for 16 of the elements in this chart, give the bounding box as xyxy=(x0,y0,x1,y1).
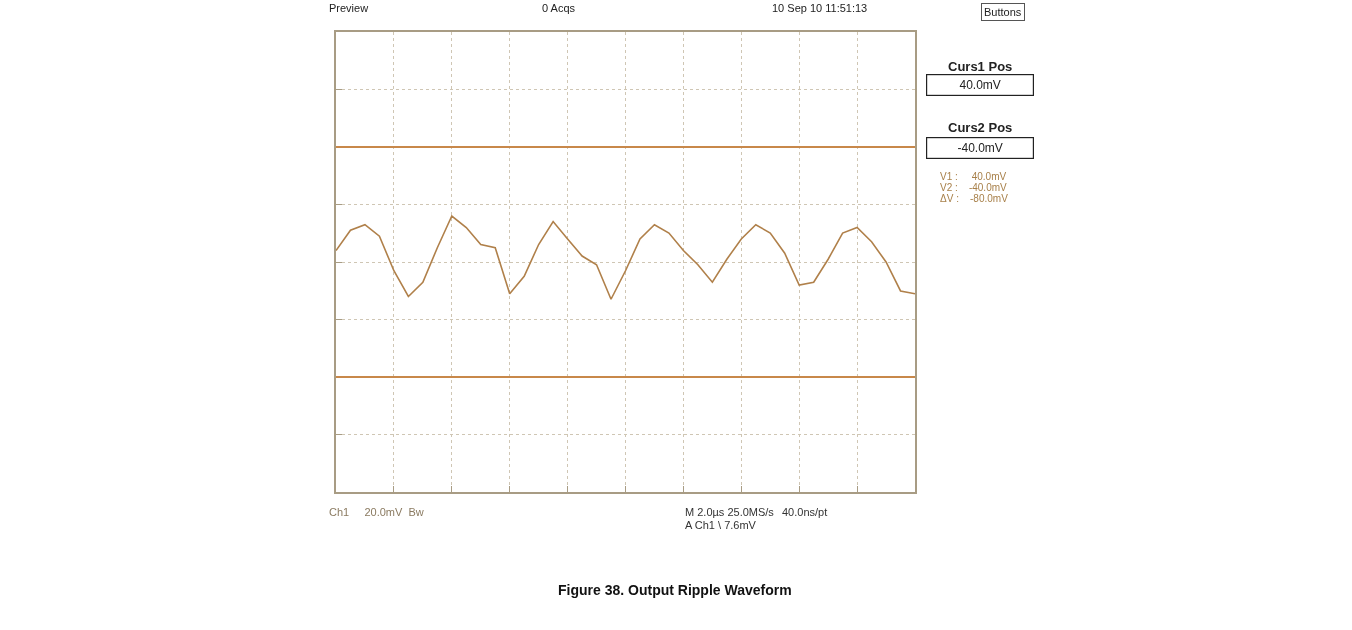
text: 40.0ns/pt xyxy=(782,506,828,518)
text: V1 : 40.0mV xyxy=(940,171,1007,182)
text: Buttons xyxy=(984,6,1022,18)
text: Figure 38. Output Ripple Waveform xyxy=(558,581,792,598)
text: 10 Sep 10 11:51:13 xyxy=(772,2,868,14)
text: M 2.0µs 25.0MS/s xyxy=(685,506,775,518)
text: 0 Acqs xyxy=(542,2,576,14)
text: -40.0mV xyxy=(957,141,1003,156)
text: Preview xyxy=(329,2,369,14)
text: ΔV : -80.0mV xyxy=(940,193,1009,204)
text: 40.0mV xyxy=(959,78,1001,93)
text: Curs1 Pos xyxy=(948,59,1013,74)
text: A Ch1 \ 7.6mV xyxy=(685,519,757,531)
text: Ch1 20.0mV Bw xyxy=(329,506,424,518)
text: V2 : -40.0mV xyxy=(940,182,1008,193)
text: Curs2 Pos xyxy=(948,120,1013,135)
